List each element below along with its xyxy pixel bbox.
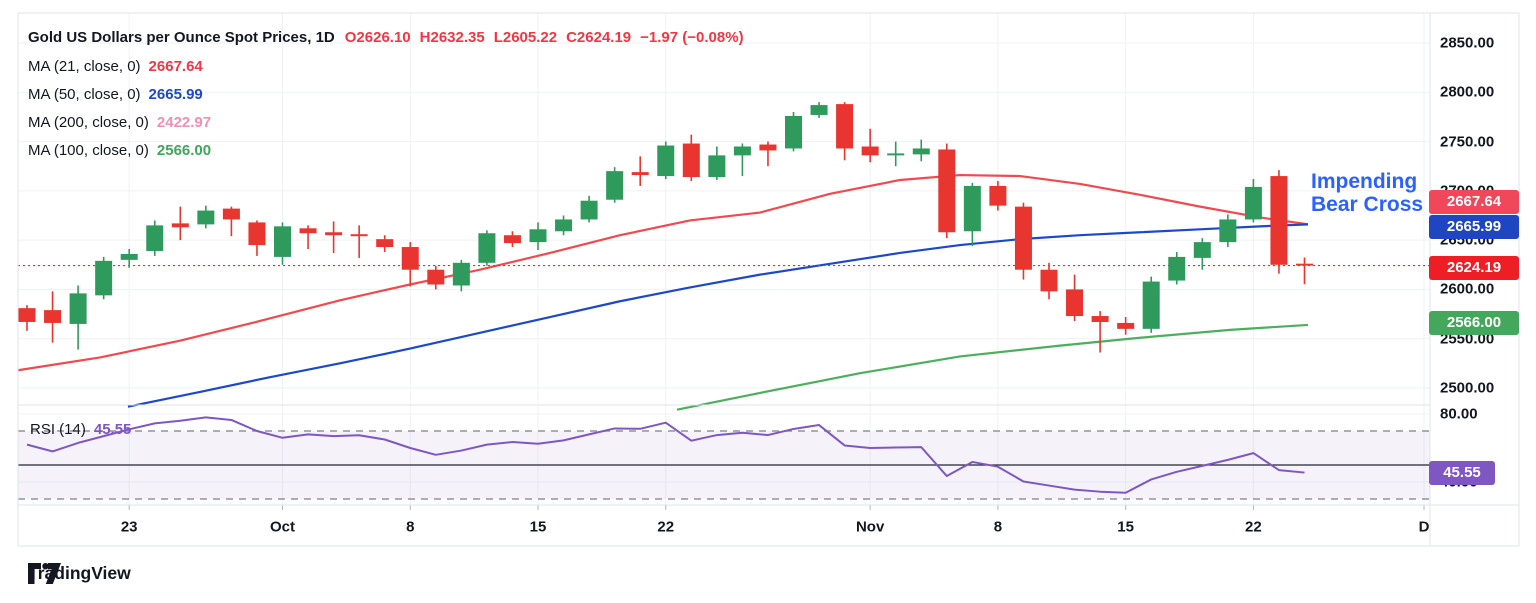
ohlc-close: C2624.19 bbox=[566, 29, 632, 46]
ohlc-high: H2632.35 bbox=[419, 29, 485, 46]
ohlc-low: L2605.22 bbox=[493, 29, 558, 46]
tradingview-watermark[interactable]: TradingView bbox=[28, 563, 131, 584]
price-change: −1.97 (−0.08%) bbox=[640, 29, 744, 46]
symbol-title: Gold US Dollars per Ounce Spot Prices, 1… bbox=[28, 29, 335, 46]
tradingview-logo-icon bbox=[28, 563, 61, 584]
ohlc-open: O2626.10 bbox=[344, 29, 411, 46]
symbol-header[interactable]: Gold US Dollars per Ounce Spot Prices, 1… bbox=[28, 29, 744, 46]
